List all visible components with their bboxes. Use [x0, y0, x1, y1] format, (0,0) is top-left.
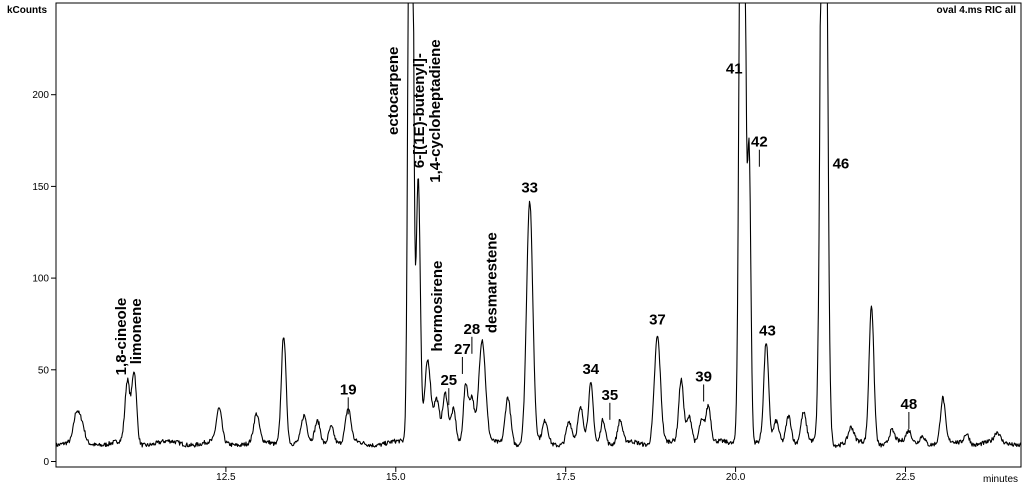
- plot-area: [55, 2, 1022, 468]
- axes: 12.5 15.0 17.5 20.0 22.5 0 50 100 150 200: [32, 90, 915, 483]
- y-tick-label: 150: [32, 182, 49, 193]
- y-tick-label: 0: [43, 457, 49, 468]
- peak-label: 25: [440, 372, 457, 389]
- y-tick-label: 200: [32, 90, 49, 101]
- peak-label: 6-[(1E)-butenyl]-: [411, 53, 428, 168]
- chromatogram-trace: [55, 2, 1022, 448]
- peak-label: hormosirene: [429, 261, 446, 352]
- peak-label: 28: [464, 321, 481, 338]
- peak-label: 41: [726, 60, 743, 77]
- peak-label: 19: [340, 381, 357, 398]
- peak-label: 33: [521, 180, 538, 197]
- chart-title: oval 4.ms RIC all: [937, 5, 1017, 16]
- peak-label: 39: [695, 368, 712, 385]
- peak-label: 27: [454, 341, 471, 358]
- y-tick-label: 100: [32, 274, 49, 285]
- x-tick-label: 17.5: [556, 472, 576, 483]
- x-tick-label: 20.0: [726, 472, 746, 483]
- peak-label: 42: [751, 134, 768, 151]
- peak-label: 46: [833, 156, 850, 173]
- peak-label: 1,8-cineole: [113, 298, 130, 376]
- peak-label: 37: [649, 312, 666, 329]
- peak-label: ectocarpene: [385, 47, 402, 135]
- peak-label: 35: [602, 387, 619, 404]
- x-tick-label: 22.5: [896, 472, 916, 483]
- x-tick-label: 15.0: [386, 472, 406, 483]
- peak-label: limonene: [128, 298, 145, 364]
- peak-label: 34: [582, 361, 599, 378]
- x-tick-label: 12.5: [216, 472, 236, 483]
- peak-label: 48: [901, 396, 918, 413]
- peak-label: desmarestene: [483, 232, 500, 333]
- peak-label: 43: [759, 323, 776, 340]
- x-axis-label: minutes: [983, 474, 1018, 485]
- trace-layer: [55, 2, 1022, 448]
- peak-label: 1,4-cycloheptadiene: [427, 39, 444, 182]
- y-axis-label: kCounts: [7, 5, 47, 16]
- y-tick-label: 50: [38, 365, 50, 376]
